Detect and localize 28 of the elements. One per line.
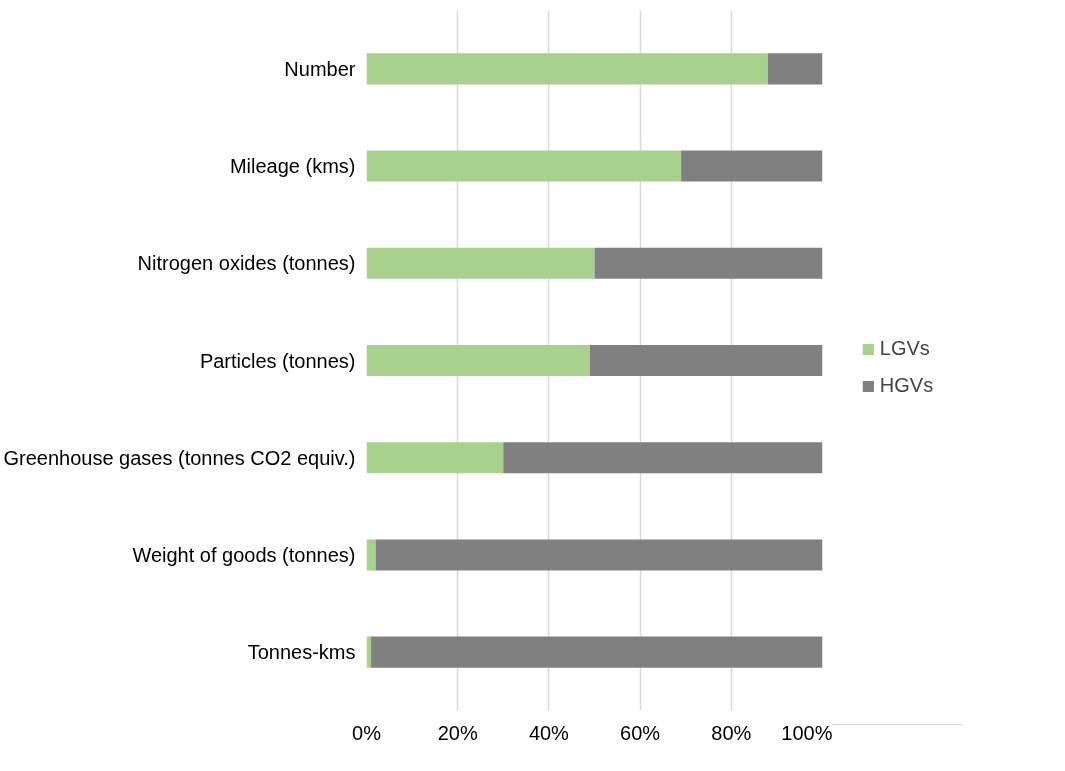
bar [589,344,823,377]
bar [366,150,682,182]
y-tick-label: Number [284,57,356,80]
x-tick-label: 100% [781,721,833,744]
bar [375,539,823,571]
bar [366,247,595,279]
bar [366,539,376,571]
legend-label: LGVs [879,337,930,360]
x-tick-label: 40% [528,721,570,744]
bar [594,247,823,279]
bar [681,150,823,182]
x-tick-label: 80% [711,721,752,744]
bar [503,442,823,474]
x-tick-label: 0% [352,721,382,744]
y-tick-label: Weight of goods (tonnes) [132,543,356,566]
bar [366,53,768,85]
y-tick-label: Tonnes-kms [247,641,356,664]
bar [371,636,823,668]
y-tick-label: Nitrogen oxides (tonnes) [137,252,356,275]
y-tick-label: Mileage (kms) [229,155,356,178]
y-tick-label: Particles (tonnes) [199,349,356,372]
bar [767,53,823,85]
bar [366,442,504,474]
x-tick-label: 60% [620,721,661,744]
legend-label: HGVs [879,374,934,397]
bar [366,344,590,377]
x-tick-label: 20% [437,721,478,744]
y-tick-label: Greenhouse gases (tonnes CO2 equiv.) [3,446,356,469]
